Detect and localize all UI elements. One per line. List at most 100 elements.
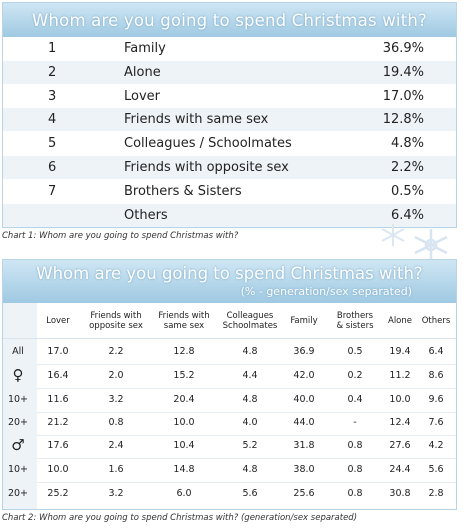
- rank-label: 2: [48, 64, 57, 80]
- column-header-line: Others: [421, 316, 451, 326]
- table-cell: 25.2: [47, 488, 69, 499]
- table-cell: 3.2: [108, 394, 124, 405]
- rank-label: 7: [48, 183, 57, 199]
- table-cell: 0.8: [347, 464, 363, 475]
- table-cell: 24.4: [389, 464, 411, 475]
- table-cell: 5.6: [428, 464, 444, 475]
- column-header: Brothers & sisters: [336, 311, 373, 331]
- percentage-value: 6.4%: [390, 207, 424, 223]
- table-cell: 14.8: [173, 464, 195, 475]
- table-cell: 12.8: [173, 346, 195, 357]
- table-cell: 0.8: [347, 488, 363, 499]
- snowflake-icon: [414, 229, 448, 261]
- column-header: Colleagues Schoolmates: [223, 311, 278, 331]
- table-cell: 44.0: [293, 417, 315, 428]
- column-header: Alone: [388, 316, 412, 326]
- chart2-table: Whom are you going to spend Christmas wi…: [2, 259, 457, 510]
- list-item: 5 Colleagues / Schoolmates 4.8%: [3, 132, 456, 155]
- table-cell: 6.4: [428, 346, 444, 357]
- table-cell: 4.0: [242, 417, 258, 428]
- column-header-line: Brothers: [336, 311, 374, 321]
- table-cell: 25.6: [293, 488, 315, 499]
- percentage-value: 0.5%: [390, 183, 424, 199]
- percentage-value: 12.8%: [382, 112, 424, 128]
- table-cell: 4.8: [242, 346, 258, 357]
- category-label: Alone: [124, 64, 161, 80]
- row-label: 20+: [7, 488, 29, 499]
- table-cell: 4.4: [242, 370, 258, 381]
- table-cell: 31.8: [293, 440, 315, 451]
- row-label: 10+: [7, 464, 29, 475]
- row-divider: [37, 364, 456, 365]
- header-divider: [3, 338, 456, 339]
- table-cell: 3.2: [108, 488, 124, 499]
- row-label: 20+: [7, 417, 29, 428]
- column-header: Family: [290, 316, 317, 326]
- table-cell: 16.4: [47, 370, 69, 381]
- table-cell: 5.6: [242, 488, 258, 499]
- row-label: ♂: [11, 436, 25, 454]
- table-cell: 38.0: [293, 464, 315, 475]
- row-label-column: [3, 303, 37, 509]
- table-cell: 42.0: [293, 370, 315, 381]
- table-cell: 5.2: [242, 440, 258, 451]
- category-label: Brothers & Sisters: [124, 183, 242, 199]
- percentage-value: 2.2%: [390, 160, 424, 175]
- list-item: 2 Alone 19.4%: [3, 60, 456, 84]
- category-label: Friends with same sex: [124, 112, 269, 128]
- row-divider: [37, 458, 456, 459]
- rank-label: 5: [48, 136, 57, 152]
- list-item: 7 Brothers & Sisters 0.5%: [3, 180, 456, 203]
- column-header: Lover: [46, 316, 70, 326]
- column-header: Others: [422, 316, 451, 326]
- table-cell: 10.0: [47, 464, 69, 475]
- table-cell: 12.4: [389, 417, 411, 428]
- column-header-line: Friends with: [90, 311, 142, 321]
- table-cell: 4.8: [242, 464, 258, 475]
- column-header-line: Lover: [46, 316, 70, 326]
- rank-label: 6: [48, 160, 57, 175]
- category-label: Colleagues / Schoolmates: [124, 136, 292, 152]
- column-header-line: opposite sex: [89, 321, 143, 331]
- rank-label: 4: [48, 112, 57, 128]
- percentage-value: 36.9%: [382, 41, 424, 56]
- row-divider: [37, 388, 456, 389]
- row-divider: [37, 482, 456, 483]
- chart1-table: Whom are you going to spend Christmas wi…: [2, 2, 457, 228]
- column-header-line: & sisters: [336, 321, 374, 331]
- list-item: 3 Lover 17.0%: [3, 85, 456, 108]
- chart2-caption: Chart 2: Whom are you going to spend Chr…: [2, 513, 358, 523]
- category-label: Family: [124, 41, 166, 56]
- table-cell: 0.8: [108, 417, 124, 428]
- table-cell: 11.6: [47, 394, 69, 405]
- column-header-line: same sex: [163, 321, 205, 331]
- table-cell: 7.6: [428, 417, 444, 428]
- column-header-line: Alone: [388, 316, 412, 326]
- table-cell: 4.8: [242, 394, 258, 405]
- row-label: ♀: [12, 366, 24, 384]
- table-cell: 15.2: [173, 370, 195, 381]
- table-cell: 6.0: [176, 488, 192, 499]
- column-header-line: Colleagues: [226, 311, 274, 321]
- rank-label: 3: [48, 88, 57, 104]
- table-cell: -: [353, 417, 357, 428]
- list-item: 4 Friends with same sex 12.8%: [3, 108, 456, 132]
- percentage-value: 4.8%: [390, 136, 424, 152]
- category-label: Friends with opposite sex: [124, 160, 289, 175]
- table-cell: 2.4: [108, 440, 124, 451]
- table-cell: 2.2: [108, 346, 124, 357]
- rank-label: 1: [48, 41, 57, 56]
- category-label: Others: [124, 207, 168, 223]
- table-cell: 2.0: [108, 370, 124, 381]
- row-divider: [37, 435, 456, 436]
- table-cell: 40.0: [293, 394, 315, 405]
- table-cell: 8.6: [428, 370, 444, 381]
- column-header-line: Family: [290, 316, 318, 326]
- list-item: 1 Family 36.9%: [3, 37, 456, 60]
- table-cell: 21.2: [47, 417, 69, 428]
- table-cell: 1.6: [108, 464, 124, 475]
- row-label: All: [12, 346, 24, 357]
- list-item: Others 6.4%: [3, 203, 456, 227]
- table-cell: 17.0: [47, 346, 69, 357]
- table-cell: 0.2: [347, 370, 363, 381]
